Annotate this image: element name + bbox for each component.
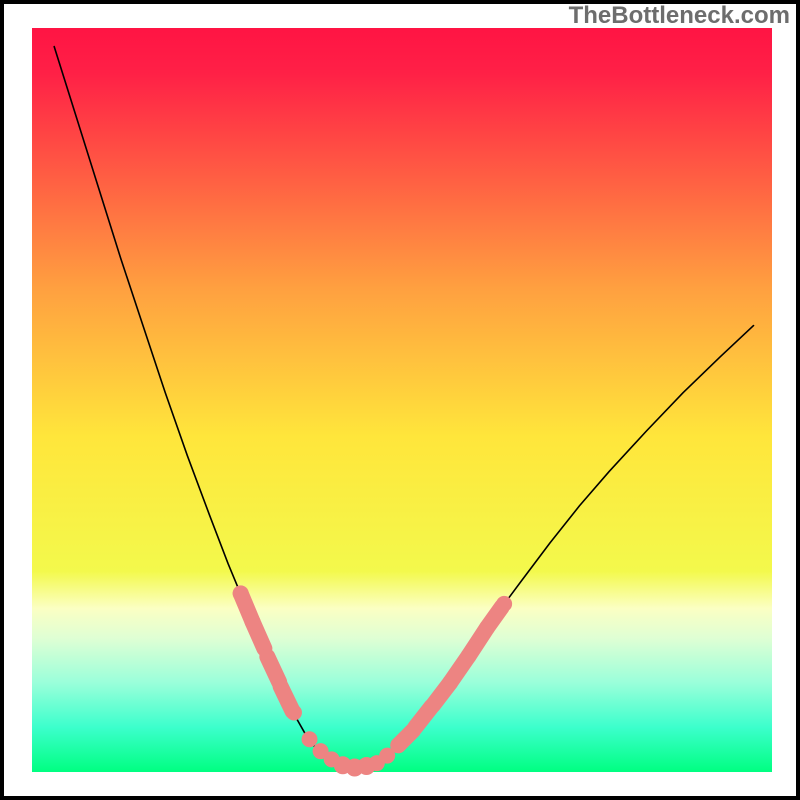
plot-background [32,28,772,772]
marker-dot [302,731,318,747]
marker-segment [267,657,279,682]
marker-dot [233,585,249,601]
marker-segment [253,622,265,649]
chart-container: TheBottleneck.com [0,0,800,800]
chart-svg [0,0,800,800]
marker-dot [286,704,302,720]
marker-dot [390,737,406,753]
marker-dot [496,596,512,612]
watermark-text: TheBottleneck.com [569,2,790,30]
